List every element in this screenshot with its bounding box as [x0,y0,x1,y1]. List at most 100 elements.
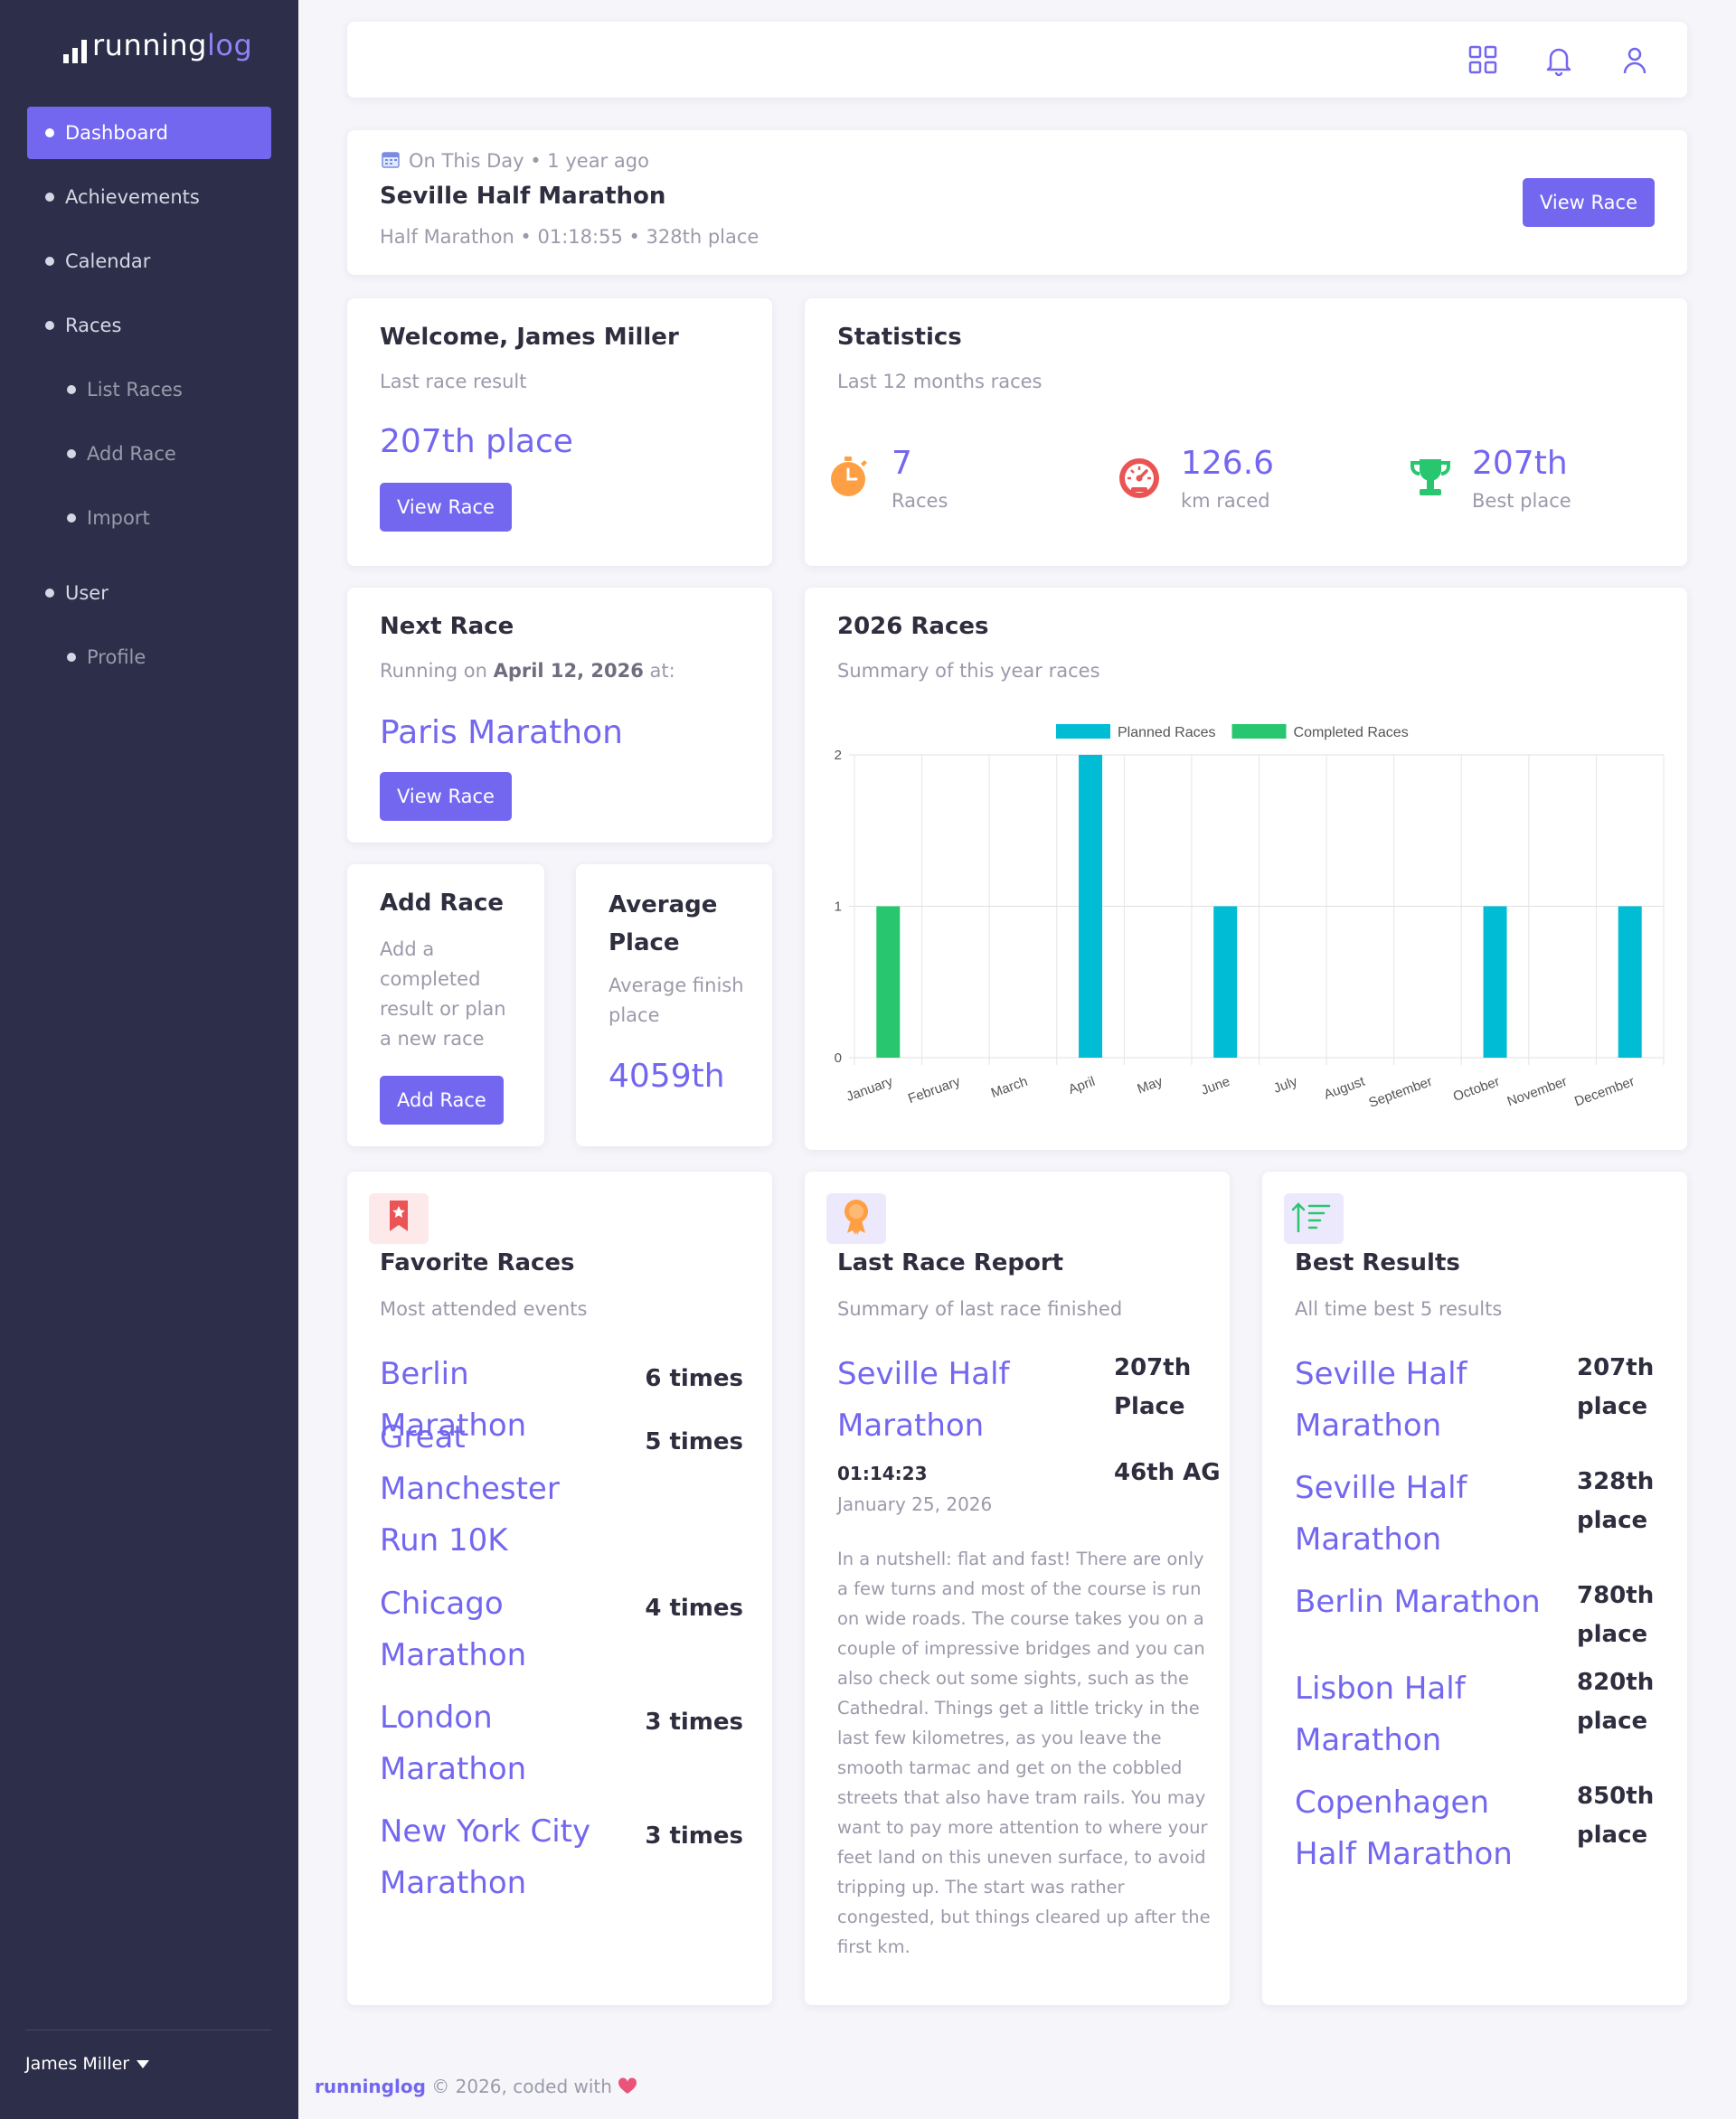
view-race-button[interactable]: View Race [1523,178,1655,227]
race-name[interactable]: New York City Marathon [380,1813,591,1901]
list-item: Seville Half Marathon 207th place [1295,1349,1658,1452]
chart-bar [876,906,901,1058]
trophy-icon [1407,454,1454,501]
logo[interactable]: runninglog [63,27,252,63]
races-bar-chart: 0 1 2 January February March April May June July A… [835,724,1665,1111]
add-race-title: Add Race [380,890,505,917]
apps-grid-icon[interactable] [1465,42,1501,78]
stat-value: 7 [892,445,912,482]
last-race-result: 207th place [380,423,573,460]
favorite-races-subtitle: Most attended events [380,1298,588,1320]
sidebar-item-label: List Races [87,379,183,400]
race-name[interactable]: Seville Half Marathon [1295,1470,1467,1558]
race-name[interactable]: Berlin Marathon [380,1356,527,1444]
list-item: Seville Half Marathon 328th place [1295,1463,1658,1566]
user-name: James Miller [25,2054,130,2074]
average-place-text: Average finish place [609,975,744,1026]
bullet-icon [45,589,54,598]
x-tick-label: July [1271,1074,1299,1097]
user-icon[interactable] [1617,42,1653,78]
race-place: 820th place [1577,1669,1655,1735]
sidebar-item-label: Calendar [65,250,151,272]
x-tick-label: May [1136,1074,1165,1097]
race-name[interactable]: Lisbon Half Marathon [1295,1671,1466,1758]
sidebar-item-races[interactable]: Races [27,299,271,352]
x-tick-label: March [989,1074,1030,1101]
bullet-icon [45,257,54,266]
y-tick-label: 2 [835,748,842,763]
x-tick-label: December [1572,1074,1637,1110]
sidebar-item-user[interactable]: User [27,567,271,619]
legend-swatch [1231,724,1287,739]
race-name[interactable]: Copenhagen Half Marathon [1295,1785,1513,1872]
x-tick-label: April [1066,1074,1097,1097]
list-item: Great Manchester Run 10K 5 times [380,1412,743,1567]
y-tick-label: 0 [835,1050,842,1066]
logo-bars-icon [63,38,87,63]
next-race-title: Next Race [380,613,514,640]
stat-races: 7 Races [826,443,948,512]
stat-label: km raced [1181,490,1270,512]
bullet-icon [67,513,76,523]
sidebar-item-calendar[interactable]: Calendar [27,235,271,287]
race-name[interactable]: London Marathon [380,1700,527,1787]
legend-label: Planned Races [1118,725,1216,740]
list-item: Berlin Marathon 780th place [1295,1577,1658,1654]
view-race-button[interactable]: View Race [380,483,512,532]
footer-brand[interactable]: runninglog [315,2076,426,2097]
add-race-card: Add Race Add a completed result or plan … [347,864,544,1146]
statistics-title: Statistics [837,324,962,351]
sidebar-item-add-race[interactable]: Add Race [27,428,271,480]
race-name[interactable]: Seville Half Marathon [837,1356,1010,1444]
stat-label: Races [892,490,948,512]
statistics-subtitle: Last 12 months races [837,371,1043,392]
race-name[interactable]: Great Manchester Run 10K [380,1419,560,1559]
sidebar-item-import[interactable]: Import [27,492,271,544]
sidebar-item-label: Races [65,315,122,336]
bullet-icon [45,193,54,202]
race-name[interactable]: Chicago Marathon [380,1586,527,1673]
sidebar-item-profile[interactable]: Profile [27,631,271,683]
sidebar-item-label: Add Race [87,443,176,465]
view-race-button[interactable]: View Race [380,772,512,821]
race-place: 780th place [1577,1582,1655,1648]
x-tick-label: October [1451,1074,1502,1105]
medal-icon [826,1193,886,1244]
race-place: 207th place [1577,1354,1655,1420]
add-race-text: Add a completed result or plan a new rac… [380,938,506,1050]
list-item: Chicago Marathon 4 times [380,1578,743,1681]
sidebar-item-achievements[interactable]: Achievements [27,171,271,223]
x-tick-label: November [1505,1074,1570,1110]
race-age-group: 46th AG [1114,1459,1221,1486]
on-this-day-detail: Half Marathon • 01:18:55 • 328th place [380,226,760,248]
list-item: Berlin Marathon 6 times [380,1349,743,1452]
sidebar-item-dashboard[interactable]: Dashboard [27,107,271,159]
add-race-button[interactable]: Add Race [380,1076,504,1125]
list-item: Copenhagen Half Marathon 850th place [1295,1777,1658,1880]
bullet-icon [45,321,54,330]
bullet-icon [67,449,76,458]
stopwatch-icon [826,454,873,501]
race-name[interactable]: Seville Half Marathon [1295,1356,1467,1444]
average-place-title: Average Place [609,891,718,956]
favorite-races-title: Favorite Races [380,1249,575,1276]
bell-icon[interactable] [1541,42,1577,78]
sidebar-item-label: Achievements [65,186,200,208]
user-menu[interactable]: James Miller [25,2054,150,2074]
next-race-subtitle: Running on April 12, 2026 at: [380,660,675,682]
next-race-name[interactable]: Paris Marathon [380,714,623,751]
on-this-day-title: Seville Half Marathon [380,183,666,210]
next-race-date: April 12, 2026 [493,660,644,682]
legend-label: Completed Races [1294,725,1409,740]
sidebar-item-label: Dashboard [65,122,168,144]
statistics-card: Statistics Last 12 months races 7 Races 1… [805,298,1687,566]
average-place-card: Average Place Average finish place 4059t… [576,864,772,1146]
y-tick-label: 1 [835,899,842,915]
race-name[interactable]: Berlin Marathon [1295,1584,1541,1620]
chart-bar [1618,906,1642,1058]
best-results-card: Best Results All time best 5 results Sev… [1262,1172,1687,2005]
bullet-icon [67,653,76,662]
sidebar-item-list-races[interactable]: List Races [27,363,271,416]
races-chart-subtitle: Summary of this year races [837,660,1100,682]
best-results-title: Best Results [1295,1249,1460,1276]
